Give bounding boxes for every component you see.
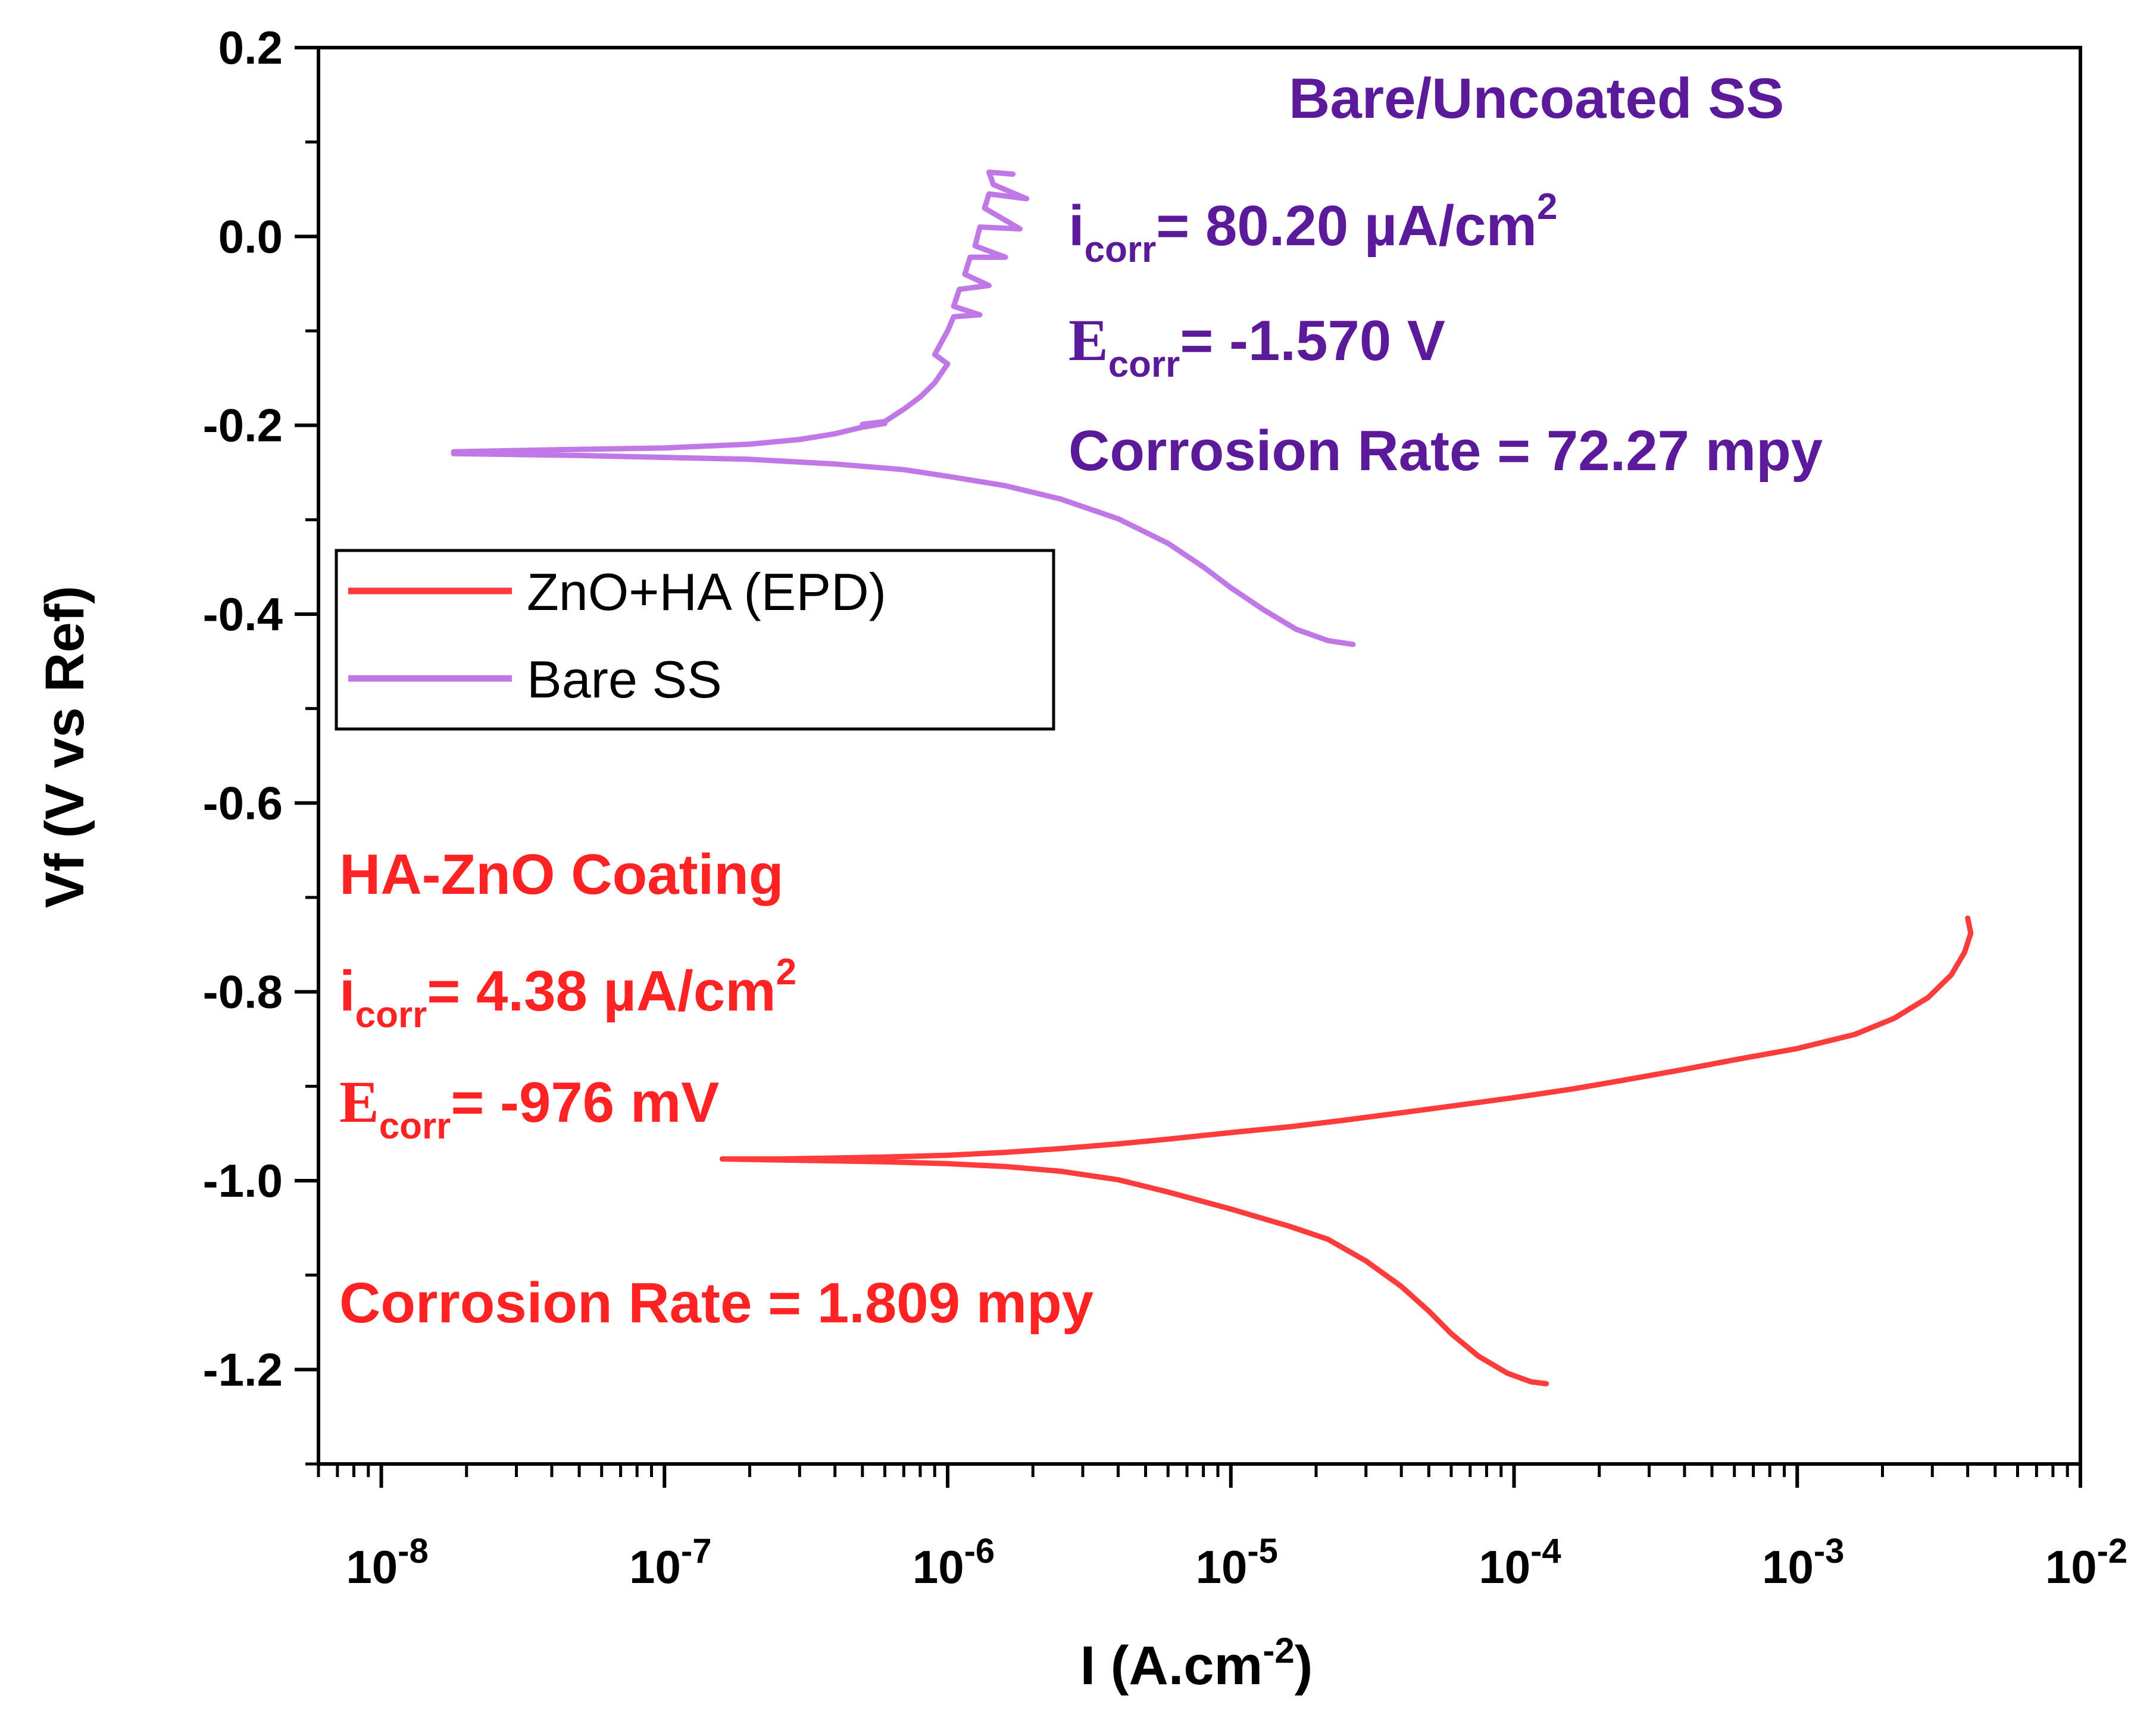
series-zno-ha-anodic-line (719, 915, 1974, 1162)
annotation-coated-ecorr: Ecorr= -976 mV (339, 1069, 719, 1147)
x-axis-title: I (A.cm-2) (1080, 1631, 1313, 1696)
annotation-bare-ss: Bare/Uncoated SS icorr= 80.20 µA/cm2 Eco… (1068, 67, 1823, 483)
y-tick-label: 0.0 (218, 210, 283, 262)
x-tick-label: 10-6 (913, 1532, 995, 1593)
x-tick-label: 10-2 (2045, 1532, 2127, 1593)
y-tick-label: 0.2 (218, 21, 283, 74)
series-bare-ss-cathodic-line (451, 450, 1356, 647)
y-tick-label: -0.4 (203, 588, 283, 640)
tick-labels: 0.2 0.0 -0.2 -0.4 -0.6 -0.8 -1.0 -1.2 10-8 10-7 10… (203, 21, 2128, 1593)
series-bare-ss-anodic-line (451, 169, 1030, 455)
legend-box (335, 549, 1055, 731)
y-tick-label: -1.2 (203, 1343, 283, 1396)
legend: ZnO+HA (EPD) Bare SS (335, 549, 1055, 731)
annotation-bare-icorr: icorr= 80.20 µA/cm2 (1068, 186, 1557, 270)
axis-ticks (295, 46, 2082, 1488)
annotation-coated-title: HA-ZnO Coating (339, 843, 784, 906)
annotation-bare-rate: Corrosion Rate = 72.27 mpy (1068, 419, 1823, 483)
y-tick-label: -0.2 (203, 399, 283, 452)
series-zno-ha-cathodic-line (719, 1156, 1549, 1387)
y-tick-label: -0.6 (203, 777, 283, 829)
annotation-bare-ecorr: Ecorr= -1.570 V (1068, 307, 1445, 385)
plot-frame (317, 46, 2082, 1466)
legend-label-zno-ha: ZnO+HA (EPD) (527, 562, 886, 621)
x-tick-label: 10-5 (1196, 1532, 1278, 1593)
y-tick-label: -0.8 (203, 966, 283, 1018)
y-axis-title: Vf (V vs Ref) (35, 586, 95, 908)
x-tick-label: 10-8 (346, 1532, 428, 1593)
annotation-coated-icorr: icorr= 4.38 µA/cm2 (339, 952, 796, 1035)
annotation-coated-rate: Corrosion Rate = 1.809 mpy (339, 1271, 1093, 1335)
y-tick-label: -1.0 (203, 1155, 283, 1207)
annotation-bare-title: Bare/Uncoated SS (1289, 67, 1784, 130)
x-tick-label: 10-4 (1479, 1532, 1561, 1593)
x-tick-label: 10-3 (1762, 1532, 1844, 1593)
annotation-coated: HA-ZnO Coating icorr= 4.38 µA/cm2 Ecorr=… (339, 843, 1093, 1335)
x-tick-label: 10-7 (629, 1532, 711, 1593)
legend-label-bare-ss: Bare SS (527, 650, 722, 709)
curves (451, 169, 1974, 1387)
